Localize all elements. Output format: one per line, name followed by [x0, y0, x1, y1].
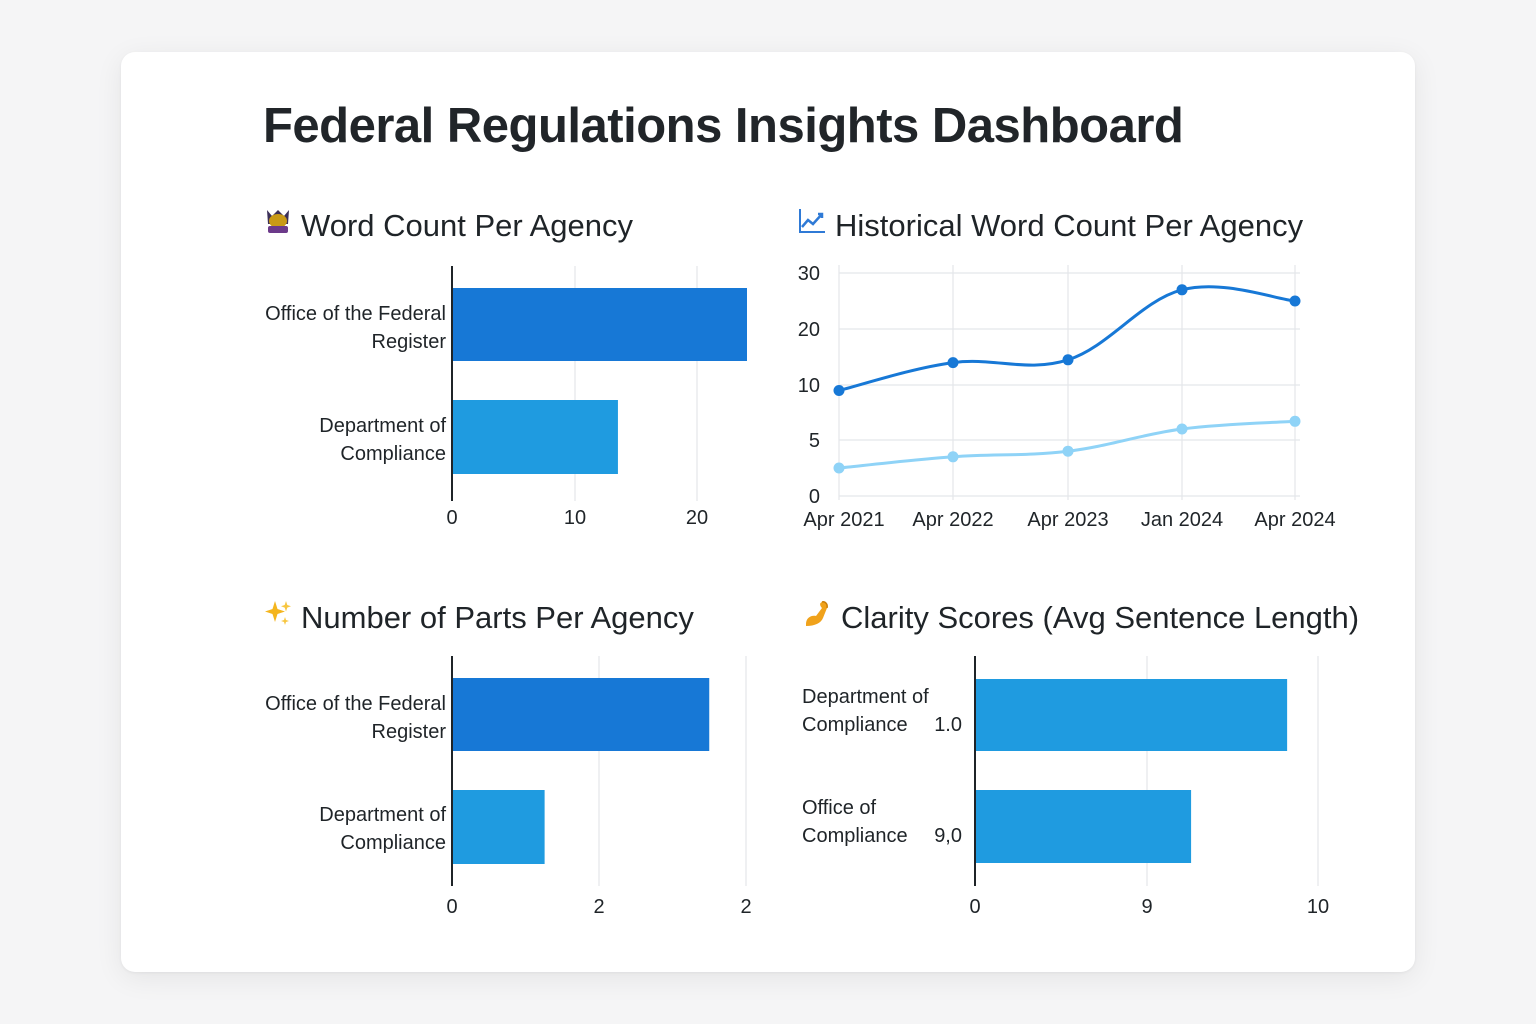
bar: [452, 678, 710, 751]
x-tick-label: 20: [686, 507, 708, 529]
x-tick-label: Apr 2024: [1254, 509, 1335, 531]
x-tick-label: 2: [740, 896, 751, 918]
bar: [975, 790, 1192, 863]
sparkles-icon: [263, 598, 293, 635]
x-tick-label: Apr 2022: [912, 509, 993, 531]
y-tick-label: 20: [798, 319, 820, 341]
category-label: Compliance: [802, 714, 908, 736]
x-tick-label: 0: [446, 896, 457, 918]
x-tick-label: 0: [969, 896, 980, 918]
data-point: [1176, 284, 1188, 296]
category-label: Office of the Federal: [265, 693, 446, 715]
panel-title-clarity: Clarity Scores (Avg Sentence Length): [803, 598, 1359, 636]
y-tick-label: 0: [809, 486, 820, 508]
data-point: [1289, 295, 1301, 307]
x-tick-label: Apr 2021: [803, 509, 884, 531]
y-tick-label: 30: [798, 263, 820, 285]
data-label: 9,0: [934, 825, 962, 847]
x-tick-label: 2: [593, 896, 604, 918]
bar: [452, 288, 747, 361]
data-point: [1176, 423, 1188, 435]
data-point: [833, 462, 845, 474]
trophy-icon: [263, 206, 293, 243]
category-label: Register: [372, 721, 447, 743]
bar: [452, 790, 545, 864]
panel-title-text: Number of Parts Per Agency: [301, 600, 694, 635]
dashboard-card: [121, 52, 1415, 972]
series-line: [838, 419, 1296, 470]
panel-title-word-count: Word Count Per Agency: [263, 206, 633, 244]
x-tick-label: Apr 2023: [1027, 509, 1108, 531]
y-tick-label: 10: [798, 375, 820, 397]
data-label: 1.0: [934, 714, 962, 736]
data-point: [833, 385, 845, 396]
dashboard-title: Federal Regulations Insights Dashboard: [263, 99, 1184, 153]
panel-title-text: Historical Word Count Per Agency: [835, 208, 1304, 243]
category-label: Compliance: [802, 825, 908, 847]
panel-title-text: Clarity Scores (Avg Sentence Length): [841, 600, 1360, 635]
x-tick-label: 10: [1307, 896, 1329, 918]
data-point: [947, 451, 959, 463]
category-label: Office of the Federal: [265, 303, 446, 325]
bar: [975, 679, 1288, 751]
series-line: [838, 285, 1296, 392]
category-label: Department of: [319, 804, 446, 826]
x-tick-label: Jan 2024: [1141, 509, 1223, 531]
data-point: [1062, 354, 1074, 366]
category-label: Compliance: [340, 443, 446, 465]
y-tick-label: 5: [809, 430, 820, 452]
data-point: [947, 357, 959, 369]
flexed-arm-icon: [803, 598, 833, 635]
category-label: Office of: [802, 797, 877, 819]
data-point: [1289, 415, 1301, 427]
panel-title-historical: Historical Word Count Per Agency: [797, 206, 1303, 244]
x-tick-label: 10: [564, 507, 586, 529]
chart-increasing-icon: [797, 206, 827, 243]
category-label: Department of: [802, 686, 929, 708]
panel-title-text: Word Count Per Agency: [301, 208, 633, 243]
category-label: Department of: [319, 415, 446, 437]
category-label: Compliance: [340, 832, 446, 854]
data-point: [1062, 445, 1074, 457]
panel-title-parts: Number of Parts Per Agency: [263, 598, 694, 636]
category-label: Register: [372, 331, 447, 353]
x-tick-label: 9: [1141, 896, 1152, 918]
x-tick-label: 0: [446, 507, 457, 529]
bar: [452, 400, 618, 474]
